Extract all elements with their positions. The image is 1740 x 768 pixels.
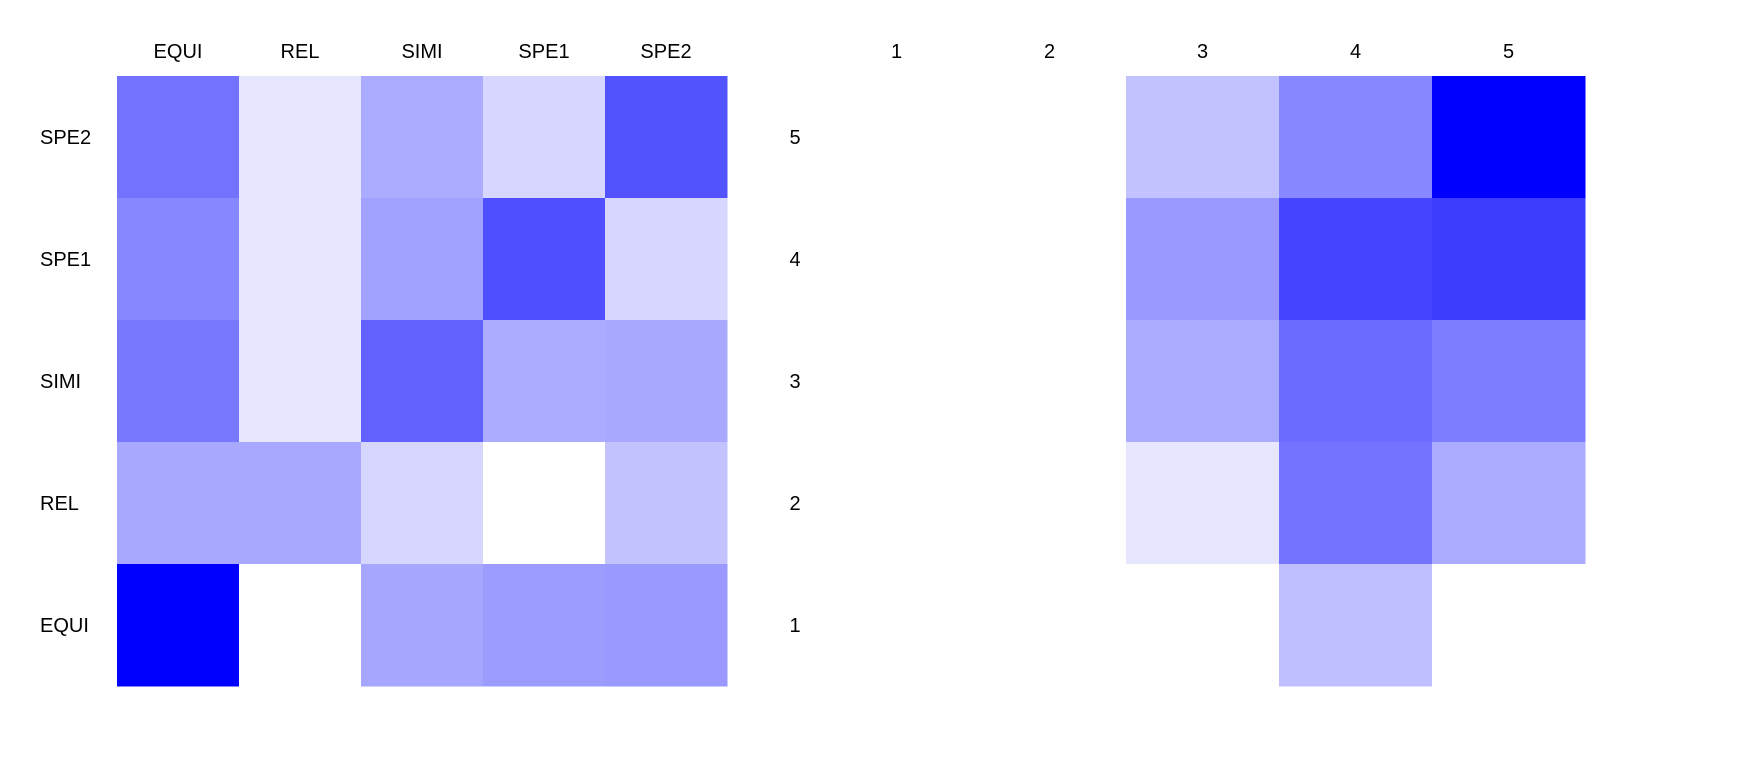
x-tick-label: SPE1 xyxy=(518,41,569,63)
y-tick-label: 4 xyxy=(789,249,800,271)
y-tick-label: 5 xyxy=(789,127,800,149)
heatmap-cell xyxy=(483,442,606,565)
x-tick-label: EQUI xyxy=(154,41,203,63)
heatmap-cell xyxy=(1126,198,1280,321)
heatmap-cell xyxy=(1279,564,1433,687)
heatmap-cell xyxy=(820,76,974,199)
x-tick-label: 5 xyxy=(1503,41,1514,63)
x-tick-label: SPE2 xyxy=(640,41,691,63)
heatmap-cell xyxy=(820,320,974,443)
heatmap-cell xyxy=(361,76,484,199)
heatmap-cell xyxy=(973,320,1127,443)
heatmap-right: 1 2 3 4 5 5 4 3 2 1 xyxy=(789,41,1586,687)
heatmap-cell xyxy=(1432,564,1586,687)
heatmap-cell xyxy=(1279,442,1433,565)
heatmap-cell xyxy=(1279,76,1433,199)
x-tick-label: 4 xyxy=(1350,41,1361,63)
heatmap-cell xyxy=(605,564,728,687)
heatmap-cell xyxy=(1432,442,1586,565)
heatmap-cell xyxy=(1279,320,1433,443)
heatmap-cell xyxy=(605,76,728,199)
heatmap-cell xyxy=(1432,76,1586,199)
heatmap-cell xyxy=(239,564,362,687)
heatmap-cell xyxy=(239,320,362,443)
heatmap-cell xyxy=(361,320,484,443)
heatmap-cell xyxy=(1126,564,1280,687)
heatmap-left: EQUI REL SIMI SPE1 SPE2 SPE2 SPE1 SIMI REL EQUI xyxy=(40,41,728,687)
heatmap-cell xyxy=(1126,442,1280,565)
heatmap-cell xyxy=(239,442,362,565)
y-tick-label: SPE2 xyxy=(40,127,91,149)
heatmap-cell xyxy=(820,442,974,565)
heatmap-cell xyxy=(239,76,362,199)
y-tick-label: 2 xyxy=(789,493,800,515)
heatmap-cell xyxy=(117,320,240,443)
y-tick-label: 3 xyxy=(789,371,800,393)
heatmap-cell xyxy=(605,442,728,565)
x-tick-label: 1 xyxy=(891,41,902,63)
y-tick-label: SPE1 xyxy=(40,249,91,271)
heatmap-cell xyxy=(1432,320,1586,443)
heatmap-cell xyxy=(1432,198,1586,321)
x-tick-label: REL xyxy=(281,41,320,63)
heatmap-cell xyxy=(117,76,240,199)
heatmap-cell xyxy=(483,198,606,321)
heatmap-cell xyxy=(361,564,484,687)
y-tick-label: 1 xyxy=(789,615,800,637)
x-tick-label: SIMI xyxy=(401,41,442,63)
heatmap-cell xyxy=(820,198,974,321)
heatmap-cell xyxy=(483,320,606,443)
heatmap-cell xyxy=(483,76,606,199)
heatmap-cell xyxy=(361,442,484,565)
x-tick-label: 3 xyxy=(1197,41,1208,63)
y-tick-label: REL xyxy=(40,493,79,515)
x-tick-label: 2 xyxy=(1044,41,1055,63)
heatmap-cell xyxy=(820,564,974,687)
heatmap-cell xyxy=(1126,76,1280,199)
heatmap-cell xyxy=(605,320,728,443)
heatmap-cell xyxy=(361,198,484,321)
heatmap-cell xyxy=(605,198,728,321)
y-tick-label: EQUI xyxy=(40,615,89,637)
heatmap-cell xyxy=(1126,320,1280,443)
heatmap-cell xyxy=(117,198,240,321)
heatmap-cell xyxy=(973,76,1127,199)
y-tick-label: SIMI xyxy=(40,371,81,393)
heatmap-cell xyxy=(973,442,1127,565)
heatmap-cell xyxy=(1279,198,1433,321)
heatmap-cell xyxy=(239,198,362,321)
heatmap-cell xyxy=(973,198,1127,321)
heatmap-cell xyxy=(117,564,240,687)
heatmap-cell xyxy=(973,564,1127,687)
heatmap-cell xyxy=(483,564,606,687)
heatmap-cell xyxy=(117,442,240,565)
